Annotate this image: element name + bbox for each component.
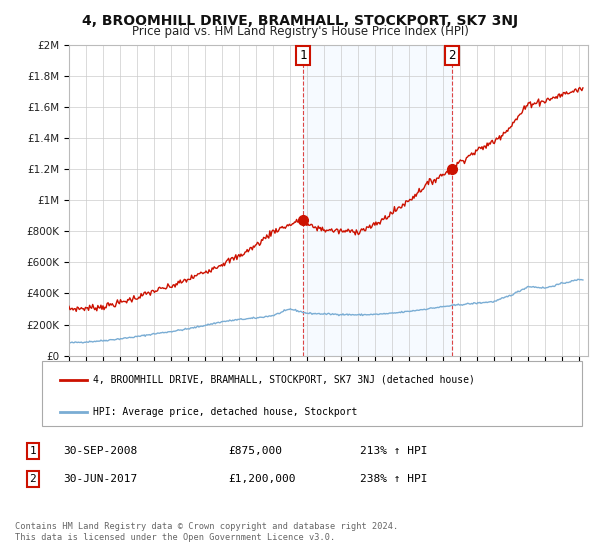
Text: Price paid vs. HM Land Registry's House Price Index (HPI): Price paid vs. HM Land Registry's House … bbox=[131, 25, 469, 38]
Text: 1: 1 bbox=[29, 446, 37, 456]
Bar bbox=[303, 45, 452, 356]
Text: 2: 2 bbox=[448, 49, 455, 62]
Text: Contains HM Land Registry data © Crown copyright and database right 2024.: Contains HM Land Registry data © Crown c… bbox=[15, 522, 398, 531]
Text: 213% ↑ HPI: 213% ↑ HPI bbox=[360, 446, 427, 456]
Text: £875,000: £875,000 bbox=[228, 446, 282, 456]
Text: £1,200,000: £1,200,000 bbox=[228, 474, 296, 484]
Text: This data is licensed under the Open Government Licence v3.0.: This data is licensed under the Open Gov… bbox=[15, 533, 335, 542]
Text: 30-JUN-2017: 30-JUN-2017 bbox=[63, 474, 137, 484]
Text: HPI: Average price, detached house, Stockport: HPI: Average price, detached house, Stoc… bbox=[93, 407, 358, 417]
Text: 30-SEP-2008: 30-SEP-2008 bbox=[63, 446, 137, 456]
Text: 4, BROOMHILL DRIVE, BRAMHALL, STOCKPORT, SK7 3NJ: 4, BROOMHILL DRIVE, BRAMHALL, STOCKPORT,… bbox=[82, 14, 518, 28]
Text: 238% ↑ HPI: 238% ↑ HPI bbox=[360, 474, 427, 484]
Text: 2: 2 bbox=[29, 474, 37, 484]
Text: 1: 1 bbox=[299, 49, 307, 62]
Text: 4, BROOMHILL DRIVE, BRAMHALL, STOCKPORT, SK7 3NJ (detached house): 4, BROOMHILL DRIVE, BRAMHALL, STOCKPORT,… bbox=[93, 375, 475, 385]
